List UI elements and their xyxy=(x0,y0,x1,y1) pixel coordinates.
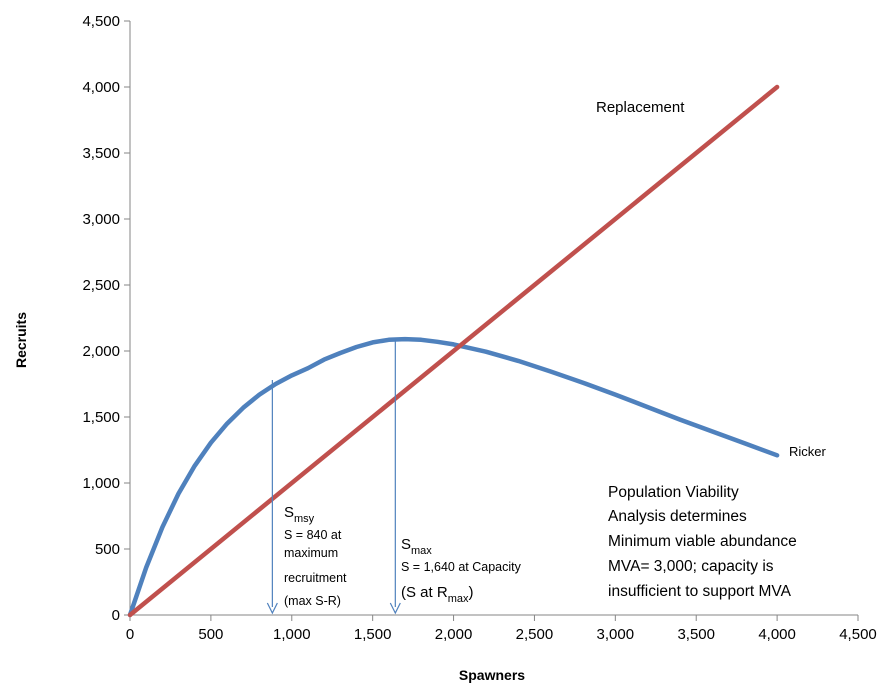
y-tick-label: 1,000 xyxy=(82,475,120,492)
smax-label: Smax xyxy=(401,536,432,557)
y-tick-label: 1,500 xyxy=(82,409,120,426)
pva-note-line-2: Analysis determines xyxy=(608,508,747,525)
tick-labels: 0 500 1,000 1,500 2,000 2,500 3,000 3,500 4,000 4… xyxy=(82,13,876,643)
ricker-series-line xyxy=(127,336,780,618)
x-tick-label: 2,000 xyxy=(435,626,473,643)
pva-note-line-1: Population Viability xyxy=(608,484,739,501)
y-tick-label: 0 xyxy=(112,607,120,624)
x-tick-label: 3,000 xyxy=(597,626,635,643)
smsy-desc-line-2: maximum xyxy=(284,546,338,560)
x-tick-label: 2,500 xyxy=(516,626,554,643)
y-tick-label: 3,000 xyxy=(82,211,120,228)
y-tick-label: 3,500 xyxy=(82,145,120,162)
smsy-desc-line-4: (max S-R) xyxy=(284,594,341,608)
x-tick-label: 0 xyxy=(126,626,134,643)
smsy-arrow-head xyxy=(266,602,278,615)
y-tick-label: 2,000 xyxy=(82,343,120,360)
pva-note-line-4: MVA= 3,000; capacity is xyxy=(608,558,774,575)
smsy-label: Smsy xyxy=(284,504,315,525)
annotation-arrows xyxy=(266,339,401,615)
smax-desc-line-1: S = 1,640 at Capacity xyxy=(401,560,522,574)
y-tick-label: 2,500 xyxy=(82,277,120,294)
ricker-series-label: Ricker xyxy=(789,444,827,459)
pva-note-line-3: Minimum viable abundance xyxy=(608,533,797,550)
pva-note-line-5: insufficient to support MVA xyxy=(608,583,792,600)
x-tick-label: 1,500 xyxy=(354,626,392,643)
series-lines xyxy=(127,84,780,618)
x-tick-label: 4,000 xyxy=(758,626,796,643)
x-tick-label: 3,500 xyxy=(677,626,715,643)
smax-arrow-head xyxy=(389,602,401,615)
replacement-series-label: Replacement xyxy=(596,99,685,116)
y-tick-label: 4,000 xyxy=(82,79,120,96)
smsy-desc-line-3: recruitment xyxy=(284,571,347,585)
x-tick-label: 500 xyxy=(198,626,223,643)
x-tick-label: 4,500 xyxy=(839,626,877,643)
y-axis-title: Recruits xyxy=(13,312,29,368)
smsy-desc-line-1: S = 840 at xyxy=(284,528,342,542)
x-axis-title: Spawners xyxy=(459,667,525,683)
replacement-series-line xyxy=(127,84,780,618)
axes xyxy=(124,20,859,621)
smax-desc-line-2: (S at Rmax) xyxy=(401,584,473,605)
y-tick-label: 500 xyxy=(95,541,120,558)
x-tick-label: 1,000 xyxy=(273,626,311,643)
y-tick-label: 4,500 xyxy=(82,13,120,30)
